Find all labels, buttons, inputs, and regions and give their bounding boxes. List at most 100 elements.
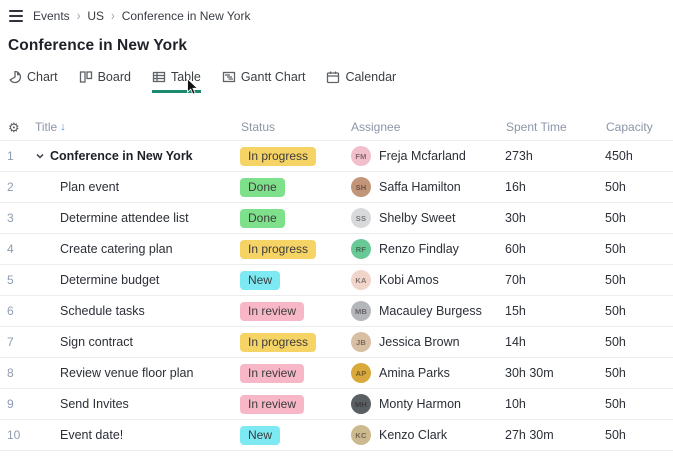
assignee-name: Saffa Hamilton [379,180,461,194]
table-row[interactable]: 3 Determine attendee list Done SS Shelby… [0,203,673,234]
breadcrumb-item-us[interactable]: US [87,9,105,23]
avatar: JB [351,332,371,352]
avatar: AP [351,363,371,383]
capacity: 450h [605,149,633,163]
task-title[interactable]: Conference in New York [50,149,193,163]
gear-icon[interactable]: ⚙ [8,119,20,135]
tab-gantt-chart[interactable]: Gantt Chart [222,70,306,93]
capacity: 50h [605,335,626,349]
table-row[interactable]: 8 Review venue floor plan In review AP A… [0,358,673,389]
status-badge[interactable]: In progress [240,332,317,352]
avatar: KC [351,425,371,445]
spent-time: 60h [505,242,526,256]
status-badge[interactable]: New [240,425,281,445]
spent-time: 15h [505,304,526,318]
status-badge[interactable]: New [240,270,281,290]
row-number: 5 [7,273,14,287]
table-row[interactable]: 5 Determine budget New KA Kobi Amos 70h … [0,265,673,296]
chevron-down-icon[interactable] [35,151,47,161]
status-badge[interactable]: In review [240,301,305,321]
avatar: KA [351,270,371,290]
assignee-name: Monty Harmon [379,397,461,411]
table-row[interactable]: 4 Create catering plan In progress RF Re… [0,234,673,265]
assignee-name: Jessica Brown [379,335,460,349]
task-title[interactable]: Event date! [60,428,124,442]
capacity: 50h [605,428,626,442]
row-number: 8 [7,366,14,380]
assignee-name: Shelby Sweet [379,211,456,225]
status-badge[interactable]: In review [240,363,305,383]
spent-time: 30h 30m [505,366,554,380]
tab-calendar[interactable]: Calendar [326,70,396,93]
spent-time: 16h [505,180,526,194]
breadcrumb-item-events[interactable]: Events [33,9,70,23]
hamburger-menu-icon[interactable] [8,8,24,24]
table-row[interactable]: 2 Plan event Done SH Saffa Hamilton 16h … [0,172,673,203]
spent-time: 10h [505,397,526,411]
status-badge[interactable]: In progress [240,146,317,166]
task-title[interactable]: Determine budget [60,273,160,287]
status-badge[interactable]: Done [240,177,285,197]
task-title[interactable]: Plan event [60,180,120,194]
assignee-name: Kenzo Clark [379,428,448,442]
table-body: 1 Conference in New York In progress FM … [0,141,673,451]
task-title[interactable]: Sign contract [60,335,133,349]
task-title[interactable]: Send Invites [60,397,129,411]
assignee-name: Freja Mcfarland [379,149,466,163]
table-row[interactable]: 6 Schedule tasks In review MB Macauley B… [0,296,673,327]
calendar-icon [326,70,340,84]
avatar: MB [351,301,371,321]
capacity: 50h [605,180,626,194]
capacity: 50h [605,304,626,318]
task-title[interactable]: Create catering plan [60,242,173,256]
column-header-assignee[interactable]: Assignee [351,120,401,134]
column-header-capacity[interactable]: Capacity [606,120,653,134]
breadcrumb-item-current[interactable]: Conference in New York [121,9,251,23]
column-header-title[interactable]: Title ↓ [35,120,66,134]
task-title[interactable]: Determine attendee list [60,211,189,225]
status-badge[interactable]: In progress [240,239,317,259]
status-badge[interactable]: Done [240,208,285,228]
task-title[interactable]: Review venue floor plan [60,366,194,380]
spent-time: 70h [505,273,526,287]
table-row[interactable]: 10 Event date! New KC Kenzo Clark 27h 30… [0,420,673,451]
table-row[interactable]: 1 Conference in New York In progress FM … [0,141,673,172]
tab-label: Chart [27,70,58,84]
tab-label: Gantt Chart [240,70,306,84]
status-badge[interactable]: In review [240,394,305,414]
spent-time: 30h [505,211,526,225]
table-icon [152,70,166,84]
capacity: 50h [605,397,626,411]
sort-descending-icon[interactable]: ↓ [60,121,66,133]
spent-time: 273h [505,149,533,163]
avatar: SH [351,177,371,197]
capacity: 50h [605,242,626,256]
avatar: RF [351,239,371,259]
row-number: 6 [7,304,14,318]
capacity: 50h [605,366,626,380]
column-header-spent-time[interactable]: Spent Time [506,120,567,134]
tab-label: Board [97,70,131,84]
spent-time: 27h 30m [505,428,554,442]
column-header-status[interactable]: Status [241,120,276,134]
row-number: 9 [7,397,14,411]
row-number: 2 [7,180,14,194]
breadcrumb: Events › US › Conference in New York [0,0,673,24]
task-title[interactable]: Schedule tasks [60,304,145,318]
table-row[interactable]: 7 Sign contract In progress JB Jessica B… [0,327,673,358]
assignee-name: Macauley Burgess [379,304,482,318]
assignee-name: Amina Parks [379,366,450,380]
tab-table[interactable]: Table [151,70,201,93]
pie-chart-icon [8,70,22,84]
assignee-name: Renzo Findlay [379,242,459,256]
board-icon [79,70,93,84]
capacity: 50h [605,211,626,225]
tab-board[interactable]: Board [79,70,131,93]
assignee-name: Kobi Amos [379,273,439,287]
table-row[interactable]: 9 Send Invites In review MH Monty Harmon… [0,389,673,420]
avatar: FM [351,146,371,166]
view-tabs: Chart Board Table Gantt Chart Calendar [8,70,673,93]
tab-chart[interactable]: Chart [8,70,58,93]
avatar: MH [351,394,371,414]
tab-label: Calendar [345,70,397,84]
